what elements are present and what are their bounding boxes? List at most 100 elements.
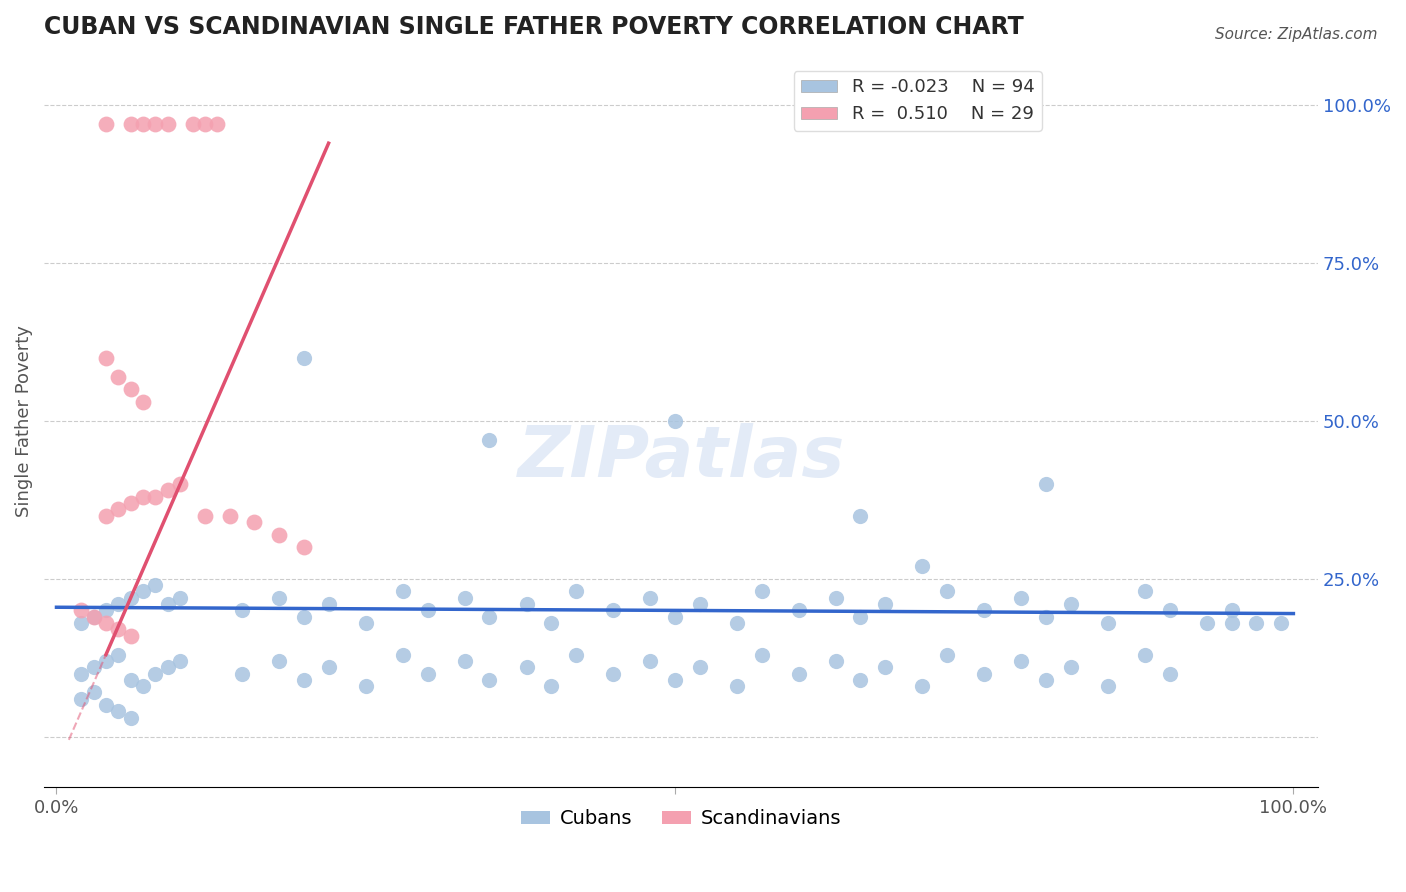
Point <box>515 597 537 611</box>
Point <box>787 666 810 681</box>
Point <box>181 117 204 131</box>
Point <box>318 660 340 674</box>
Point <box>169 591 191 605</box>
Point <box>725 679 748 693</box>
Point <box>243 515 266 529</box>
Point <box>120 673 142 687</box>
Point <box>94 351 117 365</box>
Point <box>973 603 995 617</box>
Point <box>540 679 562 693</box>
Point <box>936 584 959 599</box>
Point <box>1097 615 1119 630</box>
Point <box>875 660 897 674</box>
Point <box>354 679 377 693</box>
Point <box>849 673 872 687</box>
Point <box>107 705 129 719</box>
Point <box>478 673 501 687</box>
Point <box>1220 615 1243 630</box>
Point <box>292 609 315 624</box>
Point <box>83 660 105 674</box>
Point <box>269 591 291 605</box>
Point <box>132 490 155 504</box>
Point <box>70 615 93 630</box>
Point <box>1060 597 1083 611</box>
Point <box>94 615 117 630</box>
Point <box>540 615 562 630</box>
Point <box>1097 679 1119 693</box>
Point <box>292 351 315 365</box>
Point <box>1220 603 1243 617</box>
Point <box>269 654 291 668</box>
Point <box>911 679 934 693</box>
Point <box>602 603 624 617</box>
Point <box>156 660 179 674</box>
Point <box>911 559 934 574</box>
Point <box>292 541 315 555</box>
Point <box>1246 615 1268 630</box>
Point <box>218 508 240 523</box>
Point <box>207 117 229 131</box>
Point <box>145 490 167 504</box>
Point <box>107 597 129 611</box>
Point <box>638 654 661 668</box>
Point <box>94 508 117 523</box>
Point <box>664 414 686 428</box>
Point <box>1159 666 1181 681</box>
Point <box>145 666 167 681</box>
Point <box>565 584 588 599</box>
Text: Source: ZipAtlas.com: Source: ZipAtlas.com <box>1215 27 1378 42</box>
Point <box>231 603 253 617</box>
Point <box>94 117 117 131</box>
Point <box>1010 591 1032 605</box>
Point <box>1010 654 1032 668</box>
Point <box>94 603 117 617</box>
Point <box>875 597 897 611</box>
Point <box>70 603 93 617</box>
Point <box>132 584 155 599</box>
Point <box>132 395 155 409</box>
Point <box>638 591 661 605</box>
Point <box>194 117 217 131</box>
Point <box>515 660 537 674</box>
Point <box>132 117 155 131</box>
Point <box>973 666 995 681</box>
Point <box>478 433 501 447</box>
Point <box>269 527 291 541</box>
Text: ZIPatlas: ZIPatlas <box>517 423 845 492</box>
Point <box>1195 615 1218 630</box>
Point <box>318 597 340 611</box>
Point <box>1133 648 1156 662</box>
Point <box>231 666 253 681</box>
Point <box>787 603 810 617</box>
Point <box>725 615 748 630</box>
Point <box>751 584 773 599</box>
Point <box>453 654 475 668</box>
Point <box>70 666 93 681</box>
Point <box>156 117 179 131</box>
Point <box>664 609 686 624</box>
Point <box>83 609 105 624</box>
Point <box>391 648 413 662</box>
Point <box>83 685 105 699</box>
Point <box>416 603 439 617</box>
Point <box>936 648 959 662</box>
Point <box>1270 615 1292 630</box>
Point <box>94 698 117 712</box>
Point <box>120 383 142 397</box>
Point <box>194 508 217 523</box>
Point <box>1035 609 1057 624</box>
Point <box>602 666 624 681</box>
Point <box>849 508 872 523</box>
Point <box>824 591 846 605</box>
Point <box>120 496 142 510</box>
Point <box>751 648 773 662</box>
Point <box>120 591 142 605</box>
Point <box>689 597 711 611</box>
Text: CUBAN VS SCANDINAVIAN SINGLE FATHER POVERTY CORRELATION CHART: CUBAN VS SCANDINAVIAN SINGLE FATHER POVE… <box>44 15 1024 39</box>
Point <box>849 609 872 624</box>
Point <box>1035 673 1057 687</box>
Point <box>120 711 142 725</box>
Point <box>107 623 129 637</box>
Point <box>1133 584 1156 599</box>
Point <box>169 477 191 491</box>
